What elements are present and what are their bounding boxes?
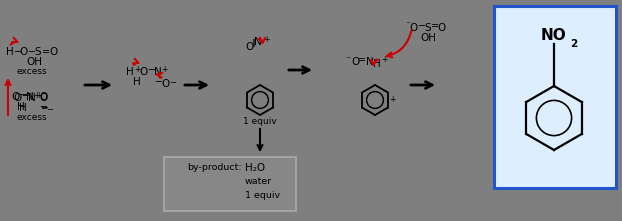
Text: ⁻: ⁻ <box>406 21 411 29</box>
Text: ∥: ∥ <box>252 38 256 46</box>
Text: 2: 2 <box>570 39 578 49</box>
Text: ─: ─ <box>148 65 154 75</box>
Text: O: O <box>20 47 28 57</box>
Text: H: H <box>19 103 27 113</box>
Text: excess: excess <box>17 112 47 122</box>
Text: ─: ─ <box>155 77 161 87</box>
Text: S: S <box>425 23 431 33</box>
Text: water: water <box>245 177 272 187</box>
Text: +: + <box>134 65 140 74</box>
Text: ─: ─ <box>20 90 26 100</box>
Text: ─: ─ <box>14 47 20 57</box>
Text: O: O <box>410 23 418 33</box>
Text: H: H <box>133 77 141 87</box>
Text: N: N <box>154 67 162 77</box>
Text: H: H <box>6 47 14 57</box>
Text: +: + <box>389 95 395 105</box>
Text: O: O <box>39 92 47 102</box>
Text: +: + <box>381 55 387 65</box>
Text: N: N <box>366 57 374 67</box>
Text: ⁻: ⁻ <box>345 55 351 65</box>
Text: O: O <box>49 47 57 57</box>
Text: O: O <box>12 92 20 102</box>
Text: ─: ─ <box>28 47 34 57</box>
Text: O: O <box>438 23 446 33</box>
Text: OH: OH <box>26 57 42 67</box>
Text: +: + <box>33 91 39 99</box>
Text: O: O <box>351 57 359 67</box>
Text: =: = <box>431 21 439 31</box>
Text: NO: NO <box>541 29 567 44</box>
Text: by-product:: by-product: <box>187 164 241 173</box>
Text: OH: OH <box>420 33 436 43</box>
Text: H: H <box>373 59 381 69</box>
FancyBboxPatch shape <box>164 157 296 211</box>
Text: ─: ─ <box>418 21 424 31</box>
FancyBboxPatch shape <box>494 6 616 188</box>
Text: +: + <box>35 91 41 101</box>
Text: +: + <box>263 36 269 44</box>
Text: N: N <box>26 92 34 102</box>
Text: excess: excess <box>17 67 47 76</box>
Text: ─: ─ <box>47 105 52 114</box>
Text: O: O <box>14 93 22 103</box>
Text: ─: ─ <box>170 78 175 86</box>
Text: H₂O: H₂O <box>245 163 265 173</box>
Text: =: = <box>358 55 366 65</box>
Text: O: O <box>40 93 48 103</box>
Text: S: S <box>35 47 41 57</box>
Text: ─: ─ <box>40 102 46 112</box>
Text: 1 equiv: 1 equiv <box>245 192 280 200</box>
Text: 1 equiv: 1 equiv <box>243 118 277 126</box>
Text: ─: ─ <box>22 91 28 101</box>
Text: O: O <box>140 67 148 77</box>
Text: N: N <box>28 93 36 103</box>
Text: H: H <box>17 102 25 112</box>
Text: O: O <box>162 79 170 89</box>
Text: =: = <box>42 47 50 57</box>
Text: +: + <box>161 65 167 74</box>
Text: O: O <box>246 42 254 52</box>
Text: N: N <box>254 37 262 47</box>
Text: ─: ─ <box>42 103 47 112</box>
Text: H: H <box>126 67 134 77</box>
Text: ─: ─ <box>41 103 47 113</box>
